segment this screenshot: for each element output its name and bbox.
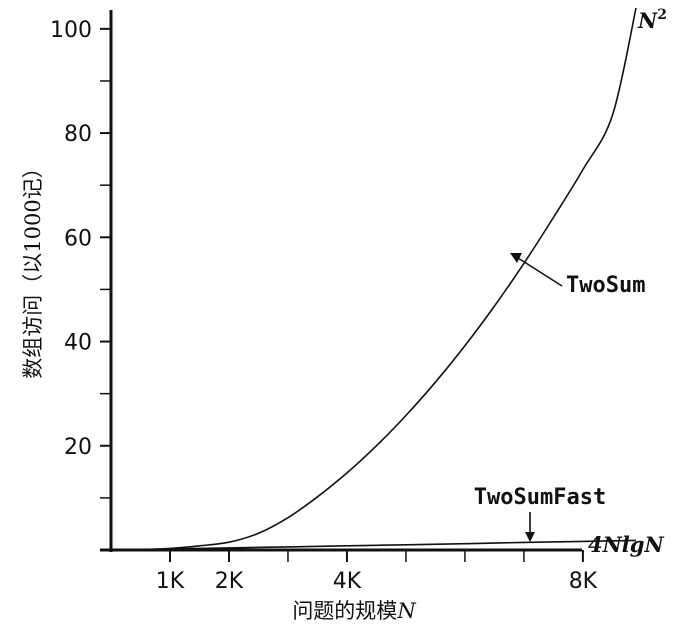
series-label-twosum-curve: N2 [637, 7, 667, 33]
annotation-twosumfast: TwoSumFast [474, 485, 606, 542]
annotation-twosumfast-text: TwoSumFast [474, 485, 606, 510]
x-tick-label-1K: 1K [156, 569, 185, 594]
y-tick-label-40: 40 [64, 331, 92, 356]
x-axis-label-var: N [396, 599, 416, 623]
series-line-twosumfast [110, 539, 637, 551]
x-tick-label-4K: 4K [333, 569, 362, 594]
series-label-twosumfast-curve: 4NlgN [588, 532, 664, 557]
curve-label-base: N [637, 8, 658, 33]
x-tick-label-8K: 8K [569, 569, 598, 594]
y-tick-label-100: 100 [50, 18, 92, 43]
x-tick-label-2K: 2K [215, 569, 244, 594]
series-line-twosum [110, 7, 637, 551]
annotation-twosumfast-arrowhead [525, 532, 535, 542]
annotation-twosum-arrow [517, 257, 563, 287]
y-tick-label-60: 60 [64, 226, 92, 251]
x-axis-label-text: 问题的规模 [292, 599, 397, 623]
x-ticks: 1K 2K 4K 8K [156, 550, 598, 594]
y-ticks: 20 40 60 80 100 [50, 18, 111, 499]
annotation-twosum: TwoSum [510, 253, 645, 298]
y-tick-label-80: 80 [64, 122, 92, 147]
annotation-twosum-arrowhead [510, 253, 522, 263]
x-axis-label: 问题的规模N [292, 599, 416, 623]
annotation-twosum-text: TwoSum [566, 273, 645, 298]
axes [100, 10, 582, 552]
curve-label-sup: 2 [657, 7, 667, 23]
series-group [110, 7, 637, 551]
y-tick-label-20: 20 [64, 435, 92, 460]
y-axis-label: 数组访问（以1000记） [21, 157, 45, 378]
